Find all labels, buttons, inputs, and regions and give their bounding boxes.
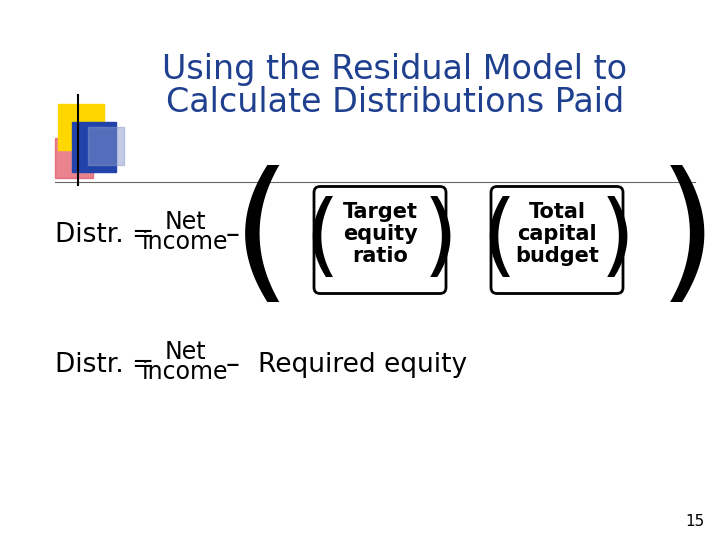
FancyBboxPatch shape — [314, 186, 446, 294]
Text: Using the Residual Model to: Using the Residual Model to — [163, 53, 628, 86]
Text: –: – — [226, 221, 240, 249]
Text: budget: budget — [515, 246, 599, 266]
Text: ): ) — [423, 196, 458, 284]
Text: equity: equity — [343, 224, 418, 244]
Text: income: income — [142, 230, 228, 254]
Text: (: ( — [233, 165, 292, 314]
Text: Total: Total — [528, 202, 585, 222]
Bar — [72, 122, 116, 172]
Text: ratio: ratio — [352, 246, 408, 266]
Text: (: ( — [305, 196, 340, 284]
Text: Net: Net — [164, 210, 206, 234]
Text: Net: Net — [164, 340, 206, 364]
Text: ): ) — [600, 196, 634, 284]
Text: Distr. =: Distr. = — [55, 352, 154, 378]
Text: (: ( — [482, 196, 516, 284]
FancyBboxPatch shape — [491, 186, 623, 294]
Bar — [55, 138, 93, 178]
Text: –: – — [226, 351, 240, 379]
Text: capital: capital — [517, 224, 597, 244]
Bar — [88, 127, 124, 165]
Text: income: income — [142, 360, 228, 384]
Text: Calculate Distributions Paid: Calculate Distributions Paid — [166, 85, 624, 118]
Text: 15: 15 — [685, 515, 705, 530]
Text: Target: Target — [343, 202, 418, 222]
Text: ): ) — [658, 165, 718, 314]
Text: Distr. =: Distr. = — [55, 222, 154, 248]
Text: Required equity: Required equity — [258, 352, 467, 378]
Bar — [58, 104, 104, 150]
